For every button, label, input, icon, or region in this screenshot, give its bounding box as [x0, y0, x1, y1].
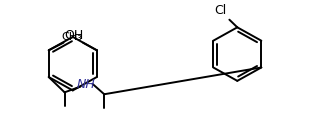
- Text: CH₃: CH₃: [61, 32, 82, 42]
- Text: OH: OH: [65, 29, 84, 42]
- Text: NH: NH: [77, 78, 96, 91]
- Text: Cl: Cl: [214, 4, 226, 17]
